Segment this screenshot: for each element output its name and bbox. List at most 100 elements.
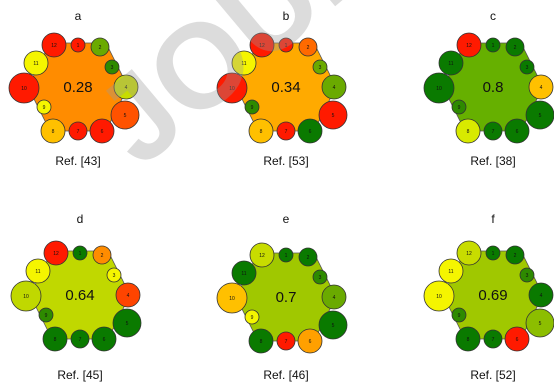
criterion-circle-1 (278, 37, 294, 53)
criterion-circle-11 (23, 50, 49, 76)
criterion-circle-8 (248, 118, 274, 144)
criterion-number: 11 (448, 269, 453, 275)
criterion-number: 2 (307, 255, 310, 261)
criterion-number: 2 (307, 45, 310, 51)
criterion-circle-11 (438, 50, 464, 76)
criterion-number: 4 (540, 293, 543, 299)
reference-label: Ref. [38] (470, 154, 515, 168)
criterion-circle-1 (72, 245, 88, 261)
criterion-circle-1 (278, 247, 294, 263)
criterion-number: 12 (53, 251, 59, 257)
criterion-number: 1 (77, 43, 80, 49)
criterion-number: 11 (241, 271, 246, 277)
criterion-number: 4 (333, 295, 336, 301)
criterion-circle-8 (455, 326, 481, 352)
criterion-number: 5 (539, 113, 542, 119)
criterion-number: 7 (285, 129, 288, 135)
criterion-circle-2 (505, 37, 525, 57)
criterion-circle-8 (42, 326, 68, 352)
criterion-circle-9 (244, 309, 260, 325)
criterion-number: 2 (101, 253, 104, 259)
criterion-number: 12 (466, 251, 472, 257)
panel-letter: b (283, 9, 290, 23)
criterion-number: 8 (260, 129, 263, 135)
panel-letter: e (283, 212, 290, 226)
criterion-number: 7 (79, 337, 82, 343)
criterion-number: 5 (124, 113, 127, 119)
criterion-number: 10 (436, 294, 442, 300)
criterion-number: 1 (492, 251, 495, 257)
criterion-circle-6 (297, 118, 323, 144)
criterion-circle-7 (276, 121, 296, 141)
panel-letter: f (491, 212, 495, 226)
criterion-number: 7 (77, 129, 80, 135)
criterion-number: 5 (126, 321, 129, 327)
criterion-number: 5 (332, 323, 335, 329)
criterion-number: 8 (467, 337, 470, 343)
criterion-number: 8 (52, 129, 55, 135)
criterion-circle-9 (451, 307, 467, 323)
criterion-number: 7 (285, 339, 288, 345)
reference-label: Ref. [45] (57, 368, 102, 382)
criterion-circle-8 (40, 118, 66, 144)
criterion-circle-9 (451, 99, 467, 115)
reference-label: Ref. [53] (263, 154, 308, 168)
criterion-number: 3 (113, 273, 116, 279)
criterion-number: 10 (229, 86, 235, 92)
criterion-circle-7 (483, 329, 503, 349)
criterion-circle-12 (249, 32, 275, 58)
criterion-number: 12 (259, 43, 265, 49)
criterion-number: 11 (448, 61, 453, 67)
criterion-number: 2 (514, 45, 517, 51)
score-value: 0.34 (271, 79, 300, 96)
criterion-circle-3 (519, 59, 535, 75)
criterion-circle-9 (38, 307, 54, 323)
criterion-number: 1 (492, 43, 495, 49)
criterion-number: 5 (539, 321, 542, 327)
criterion-circle-11 (25, 258, 51, 284)
criterion-circle-3 (106, 267, 122, 283)
criterion-circle-5 (110, 100, 140, 130)
criterion-circle-8 (248, 328, 274, 354)
criterion-number: 4 (127, 293, 130, 299)
criterion-circle-5 (525, 308, 554, 338)
criterion-circle-5 (318, 100, 348, 130)
score-value: 0.64 (65, 287, 94, 304)
criterion-number: 6 (103, 337, 106, 343)
criterion-circle-6 (504, 118, 530, 144)
panel-letter: a (75, 9, 82, 23)
criterion-number: 2 (514, 253, 517, 259)
criterion-number: 8 (467, 129, 470, 135)
criterion-circle-12 (249, 242, 275, 268)
criterion-circle-5 (318, 310, 348, 340)
criterion-number: 12 (51, 43, 57, 49)
criterion-number: 1 (285, 253, 288, 259)
criterion-circle-9 (36, 99, 52, 115)
criterion-number: 4 (125, 85, 128, 91)
criterion-number: 4 (540, 85, 543, 91)
reference-label: Ref. [43] (55, 154, 100, 168)
criterion-number: 9 (458, 313, 461, 319)
criterion-number: 10 (21, 86, 27, 92)
criterion-circle-2 (505, 245, 525, 265)
criterion-circle-2 (298, 37, 318, 57)
criterion-circle-11 (231, 50, 257, 76)
panel-letter: c (490, 9, 496, 23)
criterion-number: 9 (251, 105, 254, 111)
criterion-circle-12 (41, 32, 67, 58)
criterion-circle-3 (519, 267, 535, 283)
criterion-number: 3 (526, 273, 529, 279)
criterion-circle-9 (244, 99, 260, 115)
criterion-number: 8 (260, 339, 263, 345)
criterion-circle-3 (104, 59, 120, 75)
criterion-number: 8 (54, 337, 57, 343)
criterion-circle-5 (525, 100, 554, 130)
criterion-number: 3 (111, 65, 114, 71)
criterion-circle-1 (70, 37, 86, 53)
criterion-circle-4 (321, 74, 347, 100)
criterion-circle-10 (216, 72, 248, 104)
reference-label: Ref. [46] (263, 368, 308, 382)
